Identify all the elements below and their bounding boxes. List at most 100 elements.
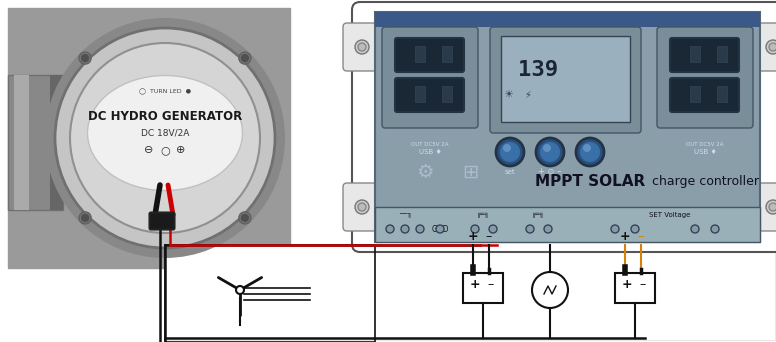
FancyBboxPatch shape <box>8 8 290 268</box>
FancyBboxPatch shape <box>670 38 739 72</box>
FancyBboxPatch shape <box>375 12 760 27</box>
Circle shape <box>416 225 424 233</box>
FancyBboxPatch shape <box>375 12 760 242</box>
Circle shape <box>79 52 91 64</box>
Circle shape <box>544 225 552 233</box>
Circle shape <box>691 225 699 233</box>
FancyBboxPatch shape <box>395 38 464 72</box>
Circle shape <box>580 142 600 162</box>
FancyBboxPatch shape <box>717 86 727 102</box>
FancyBboxPatch shape <box>657 27 753 128</box>
FancyBboxPatch shape <box>615 273 655 303</box>
FancyBboxPatch shape <box>14 75 29 210</box>
FancyBboxPatch shape <box>375 207 760 242</box>
Circle shape <box>358 43 366 51</box>
Text: OUT DC5V 2A: OUT DC5V 2A <box>411 143 449 147</box>
Text: –: – <box>491 224 495 234</box>
Text: ⊕: ⊕ <box>176 145 185 155</box>
Text: OUT DC5V 2A: OUT DC5V 2A <box>686 143 724 147</box>
FancyBboxPatch shape <box>343 23 381 71</box>
FancyBboxPatch shape <box>395 78 464 112</box>
Circle shape <box>631 225 639 233</box>
Circle shape <box>769 203 776 211</box>
FancyBboxPatch shape <box>717 46 727 62</box>
Circle shape <box>45 18 285 258</box>
Circle shape <box>81 214 88 221</box>
FancyBboxPatch shape <box>442 46 452 62</box>
FancyBboxPatch shape <box>463 273 503 303</box>
Circle shape <box>489 225 497 233</box>
FancyBboxPatch shape <box>343 183 381 231</box>
Text: +: + <box>469 278 480 291</box>
Circle shape <box>611 225 619 233</box>
Circle shape <box>239 212 251 224</box>
Text: –: – <box>640 278 646 291</box>
Circle shape <box>236 286 244 294</box>
FancyBboxPatch shape <box>690 86 700 102</box>
Text: ⊖: ⊖ <box>144 145 154 155</box>
Circle shape <box>500 142 520 162</box>
Text: ~: ~ <box>386 224 393 234</box>
Circle shape <box>536 138 564 166</box>
Circle shape <box>540 142 560 162</box>
Text: GND: GND <box>431 224 449 234</box>
Text: ⚡: ⚡ <box>525 90 532 100</box>
Text: ──╖: ──╖ <box>399 212 411 218</box>
Text: + ⊙ –: + ⊙ – <box>539 168 562 176</box>
Circle shape <box>355 40 369 54</box>
FancyBboxPatch shape <box>8 75 63 210</box>
Text: +: + <box>468 231 478 244</box>
Text: DC HYDRO GENERATOR: DC HYDRO GENERATOR <box>88 109 242 122</box>
Text: ╔═╗: ╔═╗ <box>476 212 490 218</box>
Text: USB ♦: USB ♦ <box>418 149 442 155</box>
Circle shape <box>496 138 524 166</box>
Text: 139: 139 <box>518 60 558 80</box>
Circle shape <box>401 225 409 233</box>
FancyBboxPatch shape <box>352 2 776 252</box>
Text: ⚙: ⚙ <box>416 162 434 182</box>
Circle shape <box>769 43 776 51</box>
Circle shape <box>70 43 260 233</box>
Text: –: – <box>486 231 492 244</box>
Text: +: + <box>622 278 632 291</box>
Text: SET Voltage: SET Voltage <box>650 212 691 218</box>
Circle shape <box>526 225 534 233</box>
Text: ~: ~ <box>402 224 408 234</box>
Text: –: – <box>546 224 550 234</box>
FancyBboxPatch shape <box>165 245 775 340</box>
Circle shape <box>241 214 248 221</box>
Circle shape <box>543 144 551 152</box>
Text: +: + <box>526 224 534 234</box>
FancyBboxPatch shape <box>442 86 452 102</box>
Circle shape <box>358 203 366 211</box>
FancyBboxPatch shape <box>415 46 425 62</box>
FancyBboxPatch shape <box>670 78 739 112</box>
Text: ╔═╗: ╔═╗ <box>532 212 545 218</box>
Circle shape <box>386 225 394 233</box>
Text: set: set <box>504 169 515 175</box>
Circle shape <box>532 272 568 308</box>
Text: USB ♦: USB ♦ <box>694 149 716 155</box>
FancyBboxPatch shape <box>501 36 630 122</box>
Text: +: + <box>620 231 630 244</box>
Circle shape <box>583 144 591 152</box>
FancyBboxPatch shape <box>8 8 290 268</box>
Text: charge controller: charge controller <box>652 175 758 188</box>
Text: –: – <box>638 231 644 244</box>
Text: ⊞: ⊞ <box>462 162 478 182</box>
Text: MPPT SOLAR: MPPT SOLAR <box>535 174 645 189</box>
FancyBboxPatch shape <box>754 23 776 71</box>
Text: ◯  TURN LED  ●: ◯ TURN LED ● <box>139 89 191 95</box>
Circle shape <box>239 52 251 64</box>
Text: ~: ~ <box>417 224 423 234</box>
Circle shape <box>576 138 604 166</box>
Circle shape <box>81 55 88 62</box>
Circle shape <box>79 212 91 224</box>
Ellipse shape <box>88 76 242 190</box>
FancyBboxPatch shape <box>490 27 641 133</box>
FancyBboxPatch shape <box>150 212 175 229</box>
Circle shape <box>55 28 275 248</box>
Circle shape <box>355 200 369 214</box>
Text: +: + <box>472 224 479 234</box>
Circle shape <box>766 40 776 54</box>
